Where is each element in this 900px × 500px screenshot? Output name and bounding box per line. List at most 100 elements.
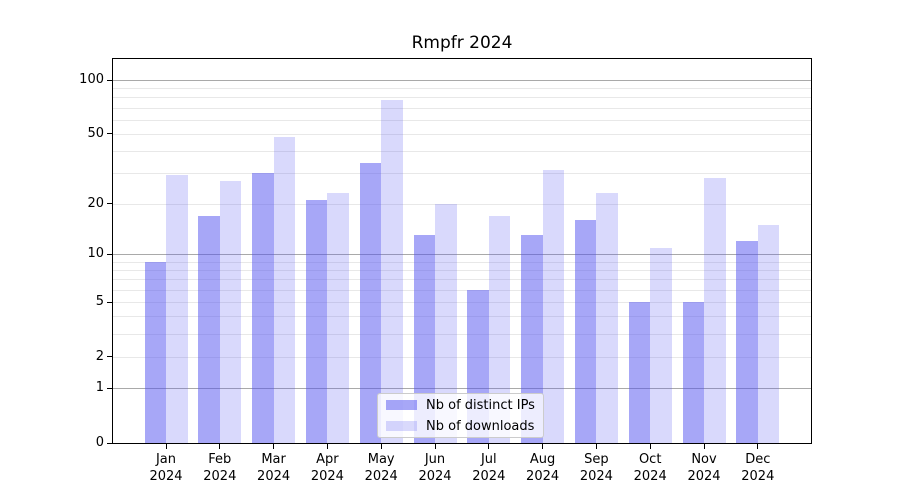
x-tick-year: 2024 bbox=[579, 469, 613, 484]
y-tick-label: 10 bbox=[87, 246, 104, 262]
y-tick-mark bbox=[107, 203, 112, 205]
gridline-minor bbox=[113, 150, 811, 152]
y-tick-mark bbox=[107, 301, 112, 303]
gridline-minor bbox=[113, 97, 811, 99]
x-tick-month: Apr bbox=[316, 452, 339, 467]
x-tick-year: 2024 bbox=[526, 469, 560, 484]
x-tick-mark bbox=[757, 444, 759, 449]
x-tick-mark bbox=[273, 444, 275, 449]
gridline-minor bbox=[113, 261, 811, 263]
gridline-minor bbox=[113, 88, 811, 90]
bar-downloads-sep bbox=[596, 193, 618, 443]
y-tick-mark bbox=[107, 253, 112, 255]
legend-label-downloads: Nb of downloads bbox=[426, 418, 535, 434]
x-tick-year: 2024 bbox=[418, 469, 452, 484]
gridline-major bbox=[113, 388, 811, 390]
bar-ips-jun bbox=[413, 235, 435, 443]
gridline-minor bbox=[113, 356, 811, 358]
bar-downloads-jun bbox=[435, 203, 457, 443]
bar-ips-aug bbox=[521, 235, 543, 443]
y-tick-mark bbox=[107, 442, 112, 444]
bar-downloads-apr bbox=[327, 193, 349, 443]
x-tick-year: 2024 bbox=[472, 469, 506, 484]
y-tick-label: 2 bbox=[95, 348, 104, 364]
x-tick-label-jun: Jun 2024 bbox=[407, 451, 463, 485]
x-tick-month: Feb bbox=[208, 452, 232, 467]
y-tick-label: 1 bbox=[95, 380, 104, 396]
plot-area bbox=[112, 58, 812, 444]
bar-downloads-dec bbox=[757, 224, 780, 443]
y-tick-mark bbox=[107, 133, 112, 135]
bar-ips-dec bbox=[736, 241, 758, 443]
x-tick-year: 2024 bbox=[364, 469, 398, 484]
bar-ips-nov bbox=[682, 302, 704, 443]
x-tick-mark bbox=[165, 444, 167, 449]
x-tick-month: Mar bbox=[261, 452, 286, 467]
x-tick-year: 2024 bbox=[633, 469, 667, 484]
x-tick-mark bbox=[488, 444, 490, 449]
x-tick-month: Nov bbox=[691, 452, 717, 467]
bar-downloads-feb bbox=[219, 180, 242, 443]
bar-ips-apr bbox=[305, 199, 328, 443]
y-tick-label: 0 bbox=[95, 435, 104, 450]
bar-downloads-nov bbox=[704, 178, 726, 443]
x-tick-mark bbox=[219, 444, 221, 449]
x-tick-month: Jul bbox=[480, 452, 497, 467]
gridline-major bbox=[113, 80, 811, 81]
y-tick-mark bbox=[107, 387, 112, 389]
x-tick-year: 2024 bbox=[203, 469, 237, 484]
gridline-minor bbox=[113, 289, 811, 291]
bar-downloads-aug bbox=[542, 170, 565, 443]
x-tick-month: Jan bbox=[155, 452, 177, 467]
chart-title: Rmpfr 2024 bbox=[411, 33, 513, 53]
legend: Nb of distinct IPs Nb of downloads bbox=[377, 393, 544, 438]
gridline-minor bbox=[113, 270, 811, 272]
legend-swatch-ips bbox=[386, 400, 417, 410]
x-tick-month: Sep bbox=[584, 452, 609, 467]
bar-ips-oct bbox=[628, 302, 651, 443]
x-tick-month: Oct bbox=[638, 452, 662, 467]
x-tick-label-mar: Mar 2024 bbox=[246, 451, 302, 485]
x-tick-mark bbox=[649, 444, 651, 449]
x-tick-label-feb: Feb 2024 bbox=[192, 451, 248, 485]
x-tick-month: Aug bbox=[529, 452, 556, 467]
y-tick-label: 5 bbox=[95, 294, 104, 310]
gridline-major bbox=[113, 254, 811, 256]
x-tick-month: Dec bbox=[745, 452, 771, 467]
x-tick-label-oct: Oct 2024 bbox=[622, 451, 678, 485]
bar-ips-mar bbox=[252, 172, 274, 443]
x-tick-year: 2024 bbox=[257, 469, 291, 484]
bar-ips-feb bbox=[198, 215, 220, 443]
gridline-minor bbox=[113, 107, 811, 109]
bar-downloads-jul bbox=[488, 215, 511, 443]
y-tick-label: 20 bbox=[87, 195, 104, 211]
x-tick-mark bbox=[542, 444, 544, 449]
gridline-minor bbox=[113, 302, 811, 304]
x-tick-year: 2024 bbox=[310, 469, 344, 484]
x-tick-label-may: May 2024 bbox=[353, 451, 409, 485]
y-tick-label: 50 bbox=[87, 125, 104, 141]
gridline-minor bbox=[113, 333, 811, 335]
x-tick-label-apr: Apr 2024 bbox=[299, 451, 355, 485]
x-tick-mark bbox=[326, 444, 328, 449]
y-tick-label: 100 bbox=[79, 72, 104, 87]
x-tick-month: May bbox=[367, 452, 395, 467]
gridline-minor bbox=[113, 172, 811, 174]
bar-ips-sep bbox=[574, 220, 597, 443]
x-tick-year: 2024 bbox=[687, 469, 721, 484]
legend-item-downloads: Nb of downloads bbox=[378, 416, 543, 436]
x-tick-mark bbox=[380, 444, 382, 449]
gridline-minor bbox=[113, 203, 811, 205]
gridline-minor bbox=[113, 119, 811, 121]
legend-swatch-downloads bbox=[386, 421, 417, 431]
y-tick-mark bbox=[107, 79, 112, 81]
x-tick-label-sep: Sep 2024 bbox=[568, 451, 624, 485]
gridline-minor bbox=[113, 279, 811, 281]
x-tick-year: 2024 bbox=[149, 469, 183, 484]
x-tick-label-aug: Aug 2024 bbox=[515, 451, 571, 485]
y-tick-mark bbox=[107, 356, 112, 358]
legend-label-ips: Nb of distinct IPs bbox=[426, 397, 535, 413]
x-tick-label-jul: Jul 2024 bbox=[461, 451, 517, 485]
x-tick-month: Jun bbox=[424, 452, 446, 467]
